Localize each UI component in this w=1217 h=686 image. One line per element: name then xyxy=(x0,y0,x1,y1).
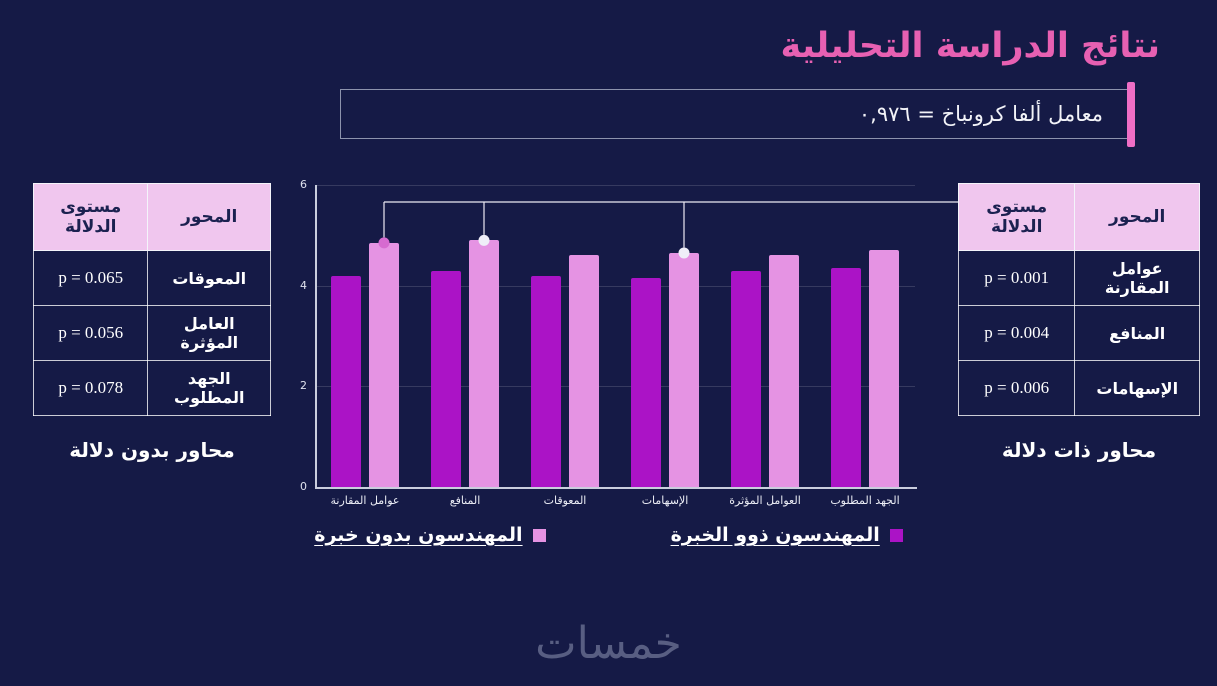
cronbach-alpha-box: معامل ألفا كرونباخ = ٠,٩٧٦ xyxy=(340,82,1135,147)
significant-caption: محاور ذات دلالة xyxy=(1001,438,1157,462)
y-axis-tick-label: 6 xyxy=(300,178,307,191)
bar-inexperienced xyxy=(869,250,899,487)
bar-experienced xyxy=(331,275,361,487)
p-value: p = 0.065 xyxy=(32,250,149,306)
p-value: p = 0.001 xyxy=(957,250,1076,306)
y-axis-tick-label: 2 xyxy=(300,379,307,393)
axis-name: عوامل المقارنة xyxy=(1074,250,1200,306)
table-row: المنافع p = 0.004 xyxy=(957,305,1200,361)
non-significant-axes-table: المحور مستوى الدلالة المعوقات p = 0.065 … xyxy=(32,183,271,416)
bar-experienced xyxy=(431,270,461,487)
legend-item-inexperienced: المهندسون بدون خبرة xyxy=(314,524,546,546)
p-value: p = 0.006 xyxy=(957,360,1076,416)
table-row: المعوقات p = 0.065 xyxy=(32,250,271,306)
table-row: عوامل المقارنة p = 0.001 xyxy=(957,250,1200,306)
table-row: الجهد المطلوب p = 0.078 xyxy=(32,360,271,416)
x-axis-line xyxy=(315,487,917,489)
column-header-significance: مستوى الدلالة xyxy=(957,183,1076,251)
column-header-axis: المحور xyxy=(147,183,271,251)
legend-label: المهندسون بدون خبرة xyxy=(314,524,523,546)
cronbach-alpha-value: معامل ألفا كرونباخ = ٠,٩٧٦ xyxy=(858,102,1103,126)
significant-axes-table: المحور مستوى الدلالة عوامل المقارنة p = … xyxy=(957,183,1200,416)
bar-inexperienced xyxy=(569,255,599,487)
bar-experienced xyxy=(831,268,861,487)
gridline xyxy=(315,285,915,287)
p-value: p = 0.056 xyxy=(32,305,149,361)
axis-name: الجهد المطلوب xyxy=(147,360,271,416)
non-significant-caption: محاور بدون دلالة xyxy=(69,438,235,462)
page-title: نتائج الدراسة التحليلية xyxy=(780,26,1160,66)
category-label: الجهد المطلوب xyxy=(830,494,900,507)
y-axis-tick-label: 0 xyxy=(300,480,307,493)
axis-name: المعوقات xyxy=(147,250,271,306)
column-header-significance: مستوى الدلالة xyxy=(32,183,149,251)
legend-label: المهندسون ذوو الخبرة xyxy=(670,524,880,546)
bar-experienced xyxy=(631,278,661,487)
bar-experienced xyxy=(731,270,761,487)
axis-name: العامل المؤثرة xyxy=(147,305,271,361)
bar-inexperienced xyxy=(469,240,499,487)
bar-inexperienced xyxy=(369,242,399,487)
category-label: العوامل المؤثرة xyxy=(729,494,801,507)
bar-inexperienced xyxy=(769,255,799,487)
y-axis-line xyxy=(315,185,317,487)
watermark-logo: خمسات xyxy=(535,618,682,669)
p-value: p = 0.004 xyxy=(957,305,1076,361)
legend-item-experienced: المهندسون ذوو الخبرة xyxy=(671,524,903,546)
category-label: المعوقات xyxy=(543,494,587,507)
table-row: العامل المؤثرة p = 0.056 xyxy=(32,305,271,361)
chart-legend: المهندسون ذوو الخبرة المهندسون بدون خبرة xyxy=(0,524,1217,546)
p-value: p = 0.078 xyxy=(32,360,149,416)
column-header-axis: المحور xyxy=(1074,183,1200,251)
axis-name: المنافع xyxy=(1074,305,1200,361)
table-row: الإسهامات p = 0.006 xyxy=(957,360,1200,416)
legend-swatch-inexperienced xyxy=(532,528,546,542)
bar-inexperienced xyxy=(669,252,699,487)
y-axis-tick-label: 4 xyxy=(300,278,307,292)
axis-name: الإسهامات xyxy=(1074,360,1200,416)
gridline xyxy=(315,386,915,388)
category-label: عوامل المقارنة xyxy=(330,494,400,507)
category-label: الإسهامات xyxy=(641,494,689,507)
bar-experienced xyxy=(531,275,561,487)
gridline xyxy=(315,185,915,186)
legend-swatch-experienced xyxy=(889,528,903,542)
pink-accent-bar xyxy=(1127,82,1135,147)
category-label: المنافع xyxy=(449,494,481,507)
